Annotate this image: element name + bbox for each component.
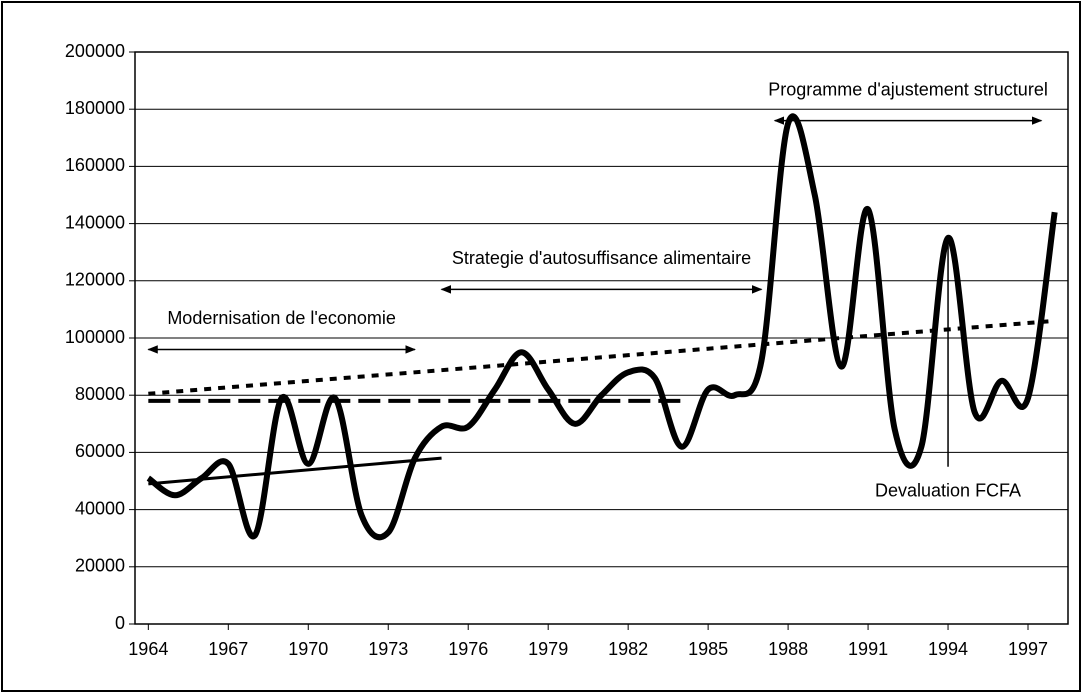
x-tick-label: 1964	[128, 639, 168, 659]
x-tick-label: 1985	[688, 639, 728, 659]
x-tick-label: 1967	[208, 639, 248, 659]
y-tick-label: 120000	[65, 270, 125, 290]
x-tick-label: 1988	[768, 639, 808, 659]
y-tick-label: 20000	[75, 556, 125, 576]
y-tick-label: 0	[115, 613, 125, 633]
y-tick-label: 80000	[75, 384, 125, 404]
y-tick-label: 100000	[65, 327, 125, 347]
y-tick-label: 40000	[75, 498, 125, 518]
x-tick-label: 1979	[528, 639, 568, 659]
period-label: Programme d'ajustement structurel	[768, 79, 1048, 99]
y-tick-label: 200000	[65, 41, 125, 61]
y-tick-label: 60000	[75, 441, 125, 461]
x-tick-label: 1973	[368, 639, 408, 659]
x-tick-label: 1994	[928, 639, 968, 659]
data-line	[146, 113, 1058, 541]
y-tick-label: 160000	[65, 155, 125, 175]
trend-line	[148, 318, 1055, 396]
x-tick-label: 1982	[608, 639, 648, 659]
x-tick-label: 1991	[848, 639, 888, 659]
x-tick-label: 1970	[288, 639, 328, 659]
y-tick-label: 180000	[65, 98, 125, 118]
period-label: Strategie d'autosuffisance alimentaire	[452, 248, 751, 268]
x-tick-label: 1997	[1008, 639, 1048, 659]
event-label: Devaluation FCFA	[875, 480, 1021, 500]
y-tick-label: 140000	[65, 212, 125, 232]
plot-area	[134, 51, 1069, 625]
x-tick-label: 1976	[448, 639, 488, 659]
period-label: Modernisation de l'economie	[167, 308, 396, 328]
